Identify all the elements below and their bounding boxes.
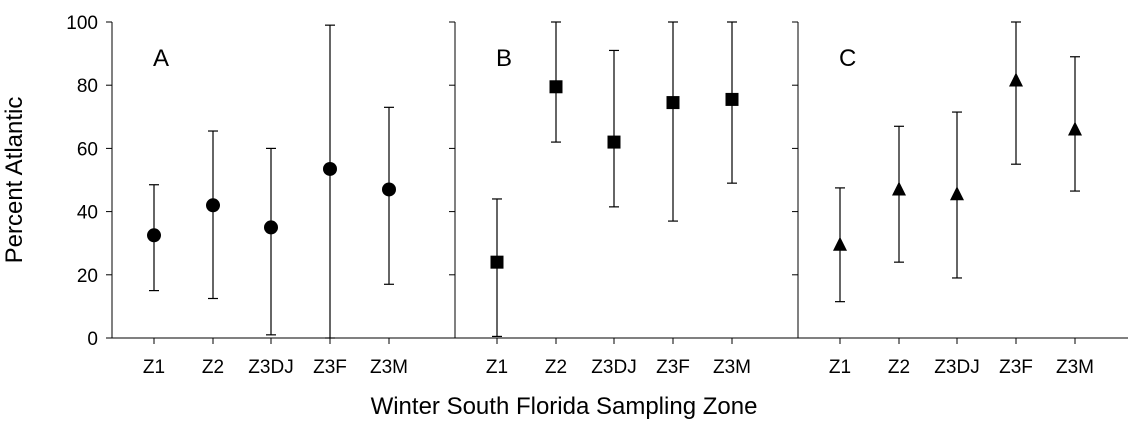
x-tick-label: Z3F (999, 357, 1033, 378)
panel-label: B (496, 45, 512, 72)
x-tick-label: Z2 (545, 357, 567, 378)
x-tick-label: Z1 (486, 357, 508, 378)
data-point-square (666, 96, 680, 110)
x-tick-label: Z3DJ (934, 357, 979, 378)
plot-area: 0 20 40 60 80 100 A Z1 Z2 Z3DJ Z3F Z3M B Z1 Z2 Z3DJ Z3F Z… (66, 13, 1128, 378)
data-point-square (549, 80, 563, 94)
data-point-square (607, 135, 621, 149)
data-point-triangle (1068, 121, 1082, 136)
y-tick-label: 80 (77, 76, 98, 97)
data-point-circle (206, 198, 220, 213)
data-point-circle (264, 220, 278, 235)
y-tick-label: 0 (87, 329, 98, 350)
data-point-circle (382, 182, 396, 197)
data-point-circle (147, 228, 161, 243)
data-point-square (490, 255, 504, 269)
y-tick-label: 100 (66, 13, 98, 34)
y-tick-label: 20 (77, 266, 98, 287)
x-tick-label: Z2 (888, 357, 910, 378)
data-point-triangle (833, 236, 847, 251)
data-point-triangle (950, 186, 964, 201)
data-point-triangle (892, 181, 906, 196)
x-tick-label: Z3F (656, 357, 690, 378)
y-tick-label: 40 (77, 203, 98, 224)
data-point-circle (323, 161, 337, 176)
x-tick-label: Z3M (1056, 357, 1094, 378)
data-point-triangle (1009, 72, 1023, 87)
x-tick-label: Z3M (713, 357, 751, 378)
panel-label: C (839, 45, 856, 72)
x-tick-label: Z3M (370, 357, 408, 378)
y-tick-label: 60 (77, 139, 98, 160)
x-tick-label: Z3F (313, 357, 347, 378)
x-tick-label: Z3DJ (248, 357, 293, 378)
data-point-square (725, 92, 739, 106)
x-tick-label: Z1 (829, 357, 851, 378)
x-tick-label: Z1 (143, 357, 165, 378)
x-tick-label: Z2 (202, 357, 224, 378)
x-axis-title: Winter South Florida Sampling Zone (371, 393, 758, 420)
y-axis-title: Percent Atlantic (1, 97, 28, 264)
panel-label: A (153, 45, 169, 72)
x-tick-label: Z3DJ (591, 357, 636, 378)
